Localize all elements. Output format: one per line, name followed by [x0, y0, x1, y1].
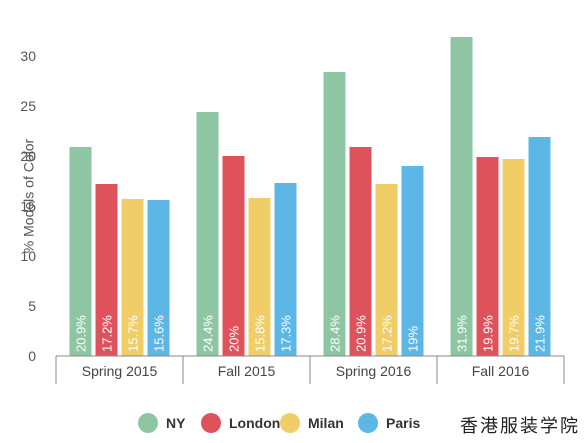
bar-paris-1	[274, 183, 297, 356]
y-tick-label: 15	[20, 198, 36, 214]
bar-london-1	[222, 156, 245, 356]
x-category-label: Spring 2016	[336, 363, 412, 379]
legend-label: London	[229, 415, 280, 431]
bar-milan-1	[248, 198, 271, 356]
bar-paris-3	[528, 137, 551, 356]
bar-ny-1	[196, 112, 219, 356]
data-label: 31.9%	[455, 315, 470, 352]
data-label: 17.3%	[279, 315, 294, 352]
y-tick-label: 20	[20, 148, 36, 164]
legend-label: Paris	[386, 415, 420, 431]
data-label: 19.9%	[481, 315, 496, 352]
legend-swatch-paris	[358, 413, 378, 433]
legend-swatch-london	[201, 413, 221, 433]
data-label: 15.8%	[253, 315, 268, 352]
data-label: 24.4%	[201, 315, 216, 352]
data-label: 19%	[406, 326, 421, 352]
bar-london-3	[476, 157, 499, 356]
bar-london-0	[95, 184, 118, 356]
bar-ny-0	[69, 147, 92, 356]
y-tick-label: 0	[28, 348, 36, 364]
y-axis-ticks: 0 5 10 15 20 25 30	[20, 48, 36, 364]
data-label: 15.7%	[126, 315, 141, 352]
x-category-label: Fall 2016	[472, 363, 530, 379]
x-axis: Spring 2015 Fall 2015 Spring 2016 Fall 2016	[55, 355, 565, 384]
data-label: 28.4%	[328, 315, 343, 352]
y-tick-label: 30	[20, 48, 36, 64]
bar-milan-2	[375, 184, 398, 356]
x-category-label: Spring 2015	[82, 363, 158, 379]
bars-group: 20.9% 17.2% 15.7% 15.6% 24.4% 20% 15.8% 17.3% 28…	[69, 37, 551, 356]
x-category-label: Fall 2015	[218, 363, 276, 379]
bar-ny-2	[323, 72, 346, 356]
bar-london-2	[349, 147, 372, 356]
bar-ny-3	[450, 37, 473, 356]
data-label: 21.9%	[533, 315, 548, 352]
watermark: 香港服装学院	[460, 416, 580, 437]
y-tick-label: 10	[20, 248, 36, 264]
legend-swatch-milan	[280, 413, 300, 433]
data-label: 20.9%	[354, 315, 369, 352]
y-axis-label: % Models of Color	[21, 138, 37, 253]
bar-milan-3	[502, 159, 525, 356]
data-label: 20%	[227, 326, 242, 352]
data-label: 15.6%	[152, 315, 167, 352]
data-label: 17.2%	[380, 315, 395, 352]
legend-label: NY	[166, 415, 186, 431]
data-label: 17.2%	[100, 315, 115, 352]
legend-swatch-ny	[138, 413, 158, 433]
data-label: 19.7%	[507, 315, 522, 352]
legend: NY London Milan Paris	[138, 413, 420, 433]
y-tick-label: 5	[28, 298, 36, 314]
bar-paris-2	[401, 166, 424, 356]
bar-milan-0	[121, 199, 144, 356]
legend-label: Milan	[308, 415, 344, 431]
data-label: 20.9%	[74, 315, 89, 352]
y-tick-label: 25	[20, 98, 36, 114]
bar-paris-0	[147, 200, 170, 356]
